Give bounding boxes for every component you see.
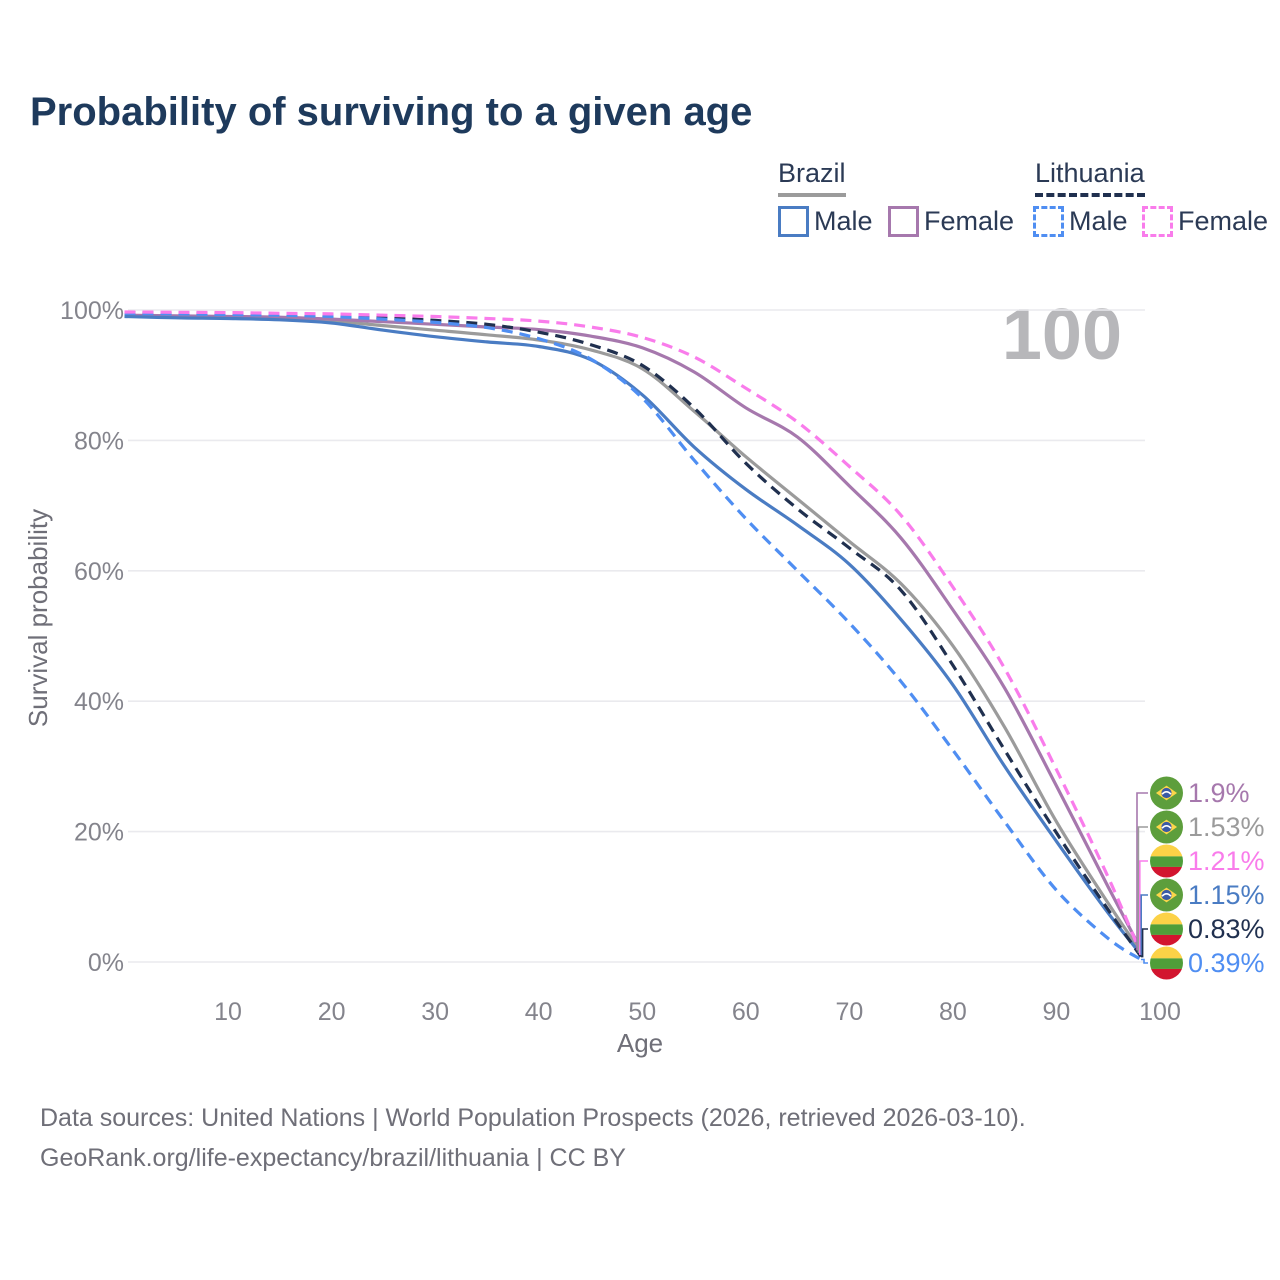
legend-item-lithuania-male: Male bbox=[1033, 206, 1128, 237]
y-tick-0: 0% bbox=[88, 949, 124, 977]
legend-underline-lithuania bbox=[1035, 193, 1145, 197]
x-axis-title: Age bbox=[617, 1028, 663, 1058]
lithuania-flag-red bbox=[1150, 866, 1183, 878]
x-tick-60: 60 bbox=[732, 998, 760, 1026]
legend-label: Male bbox=[1069, 206, 1128, 236]
x-tick-70: 70 bbox=[835, 998, 863, 1026]
lithuania-flag-red bbox=[1150, 934, 1183, 946]
end-label-lithuania-female: 1.21% bbox=[1150, 844, 1265, 878]
lithuania-flag-yellow bbox=[1150, 912, 1183, 925]
brazil-female-swatch bbox=[888, 206, 919, 237]
watermark-100: 100 bbox=[1001, 295, 1122, 375]
legend-item-lithuania-female: Female bbox=[1142, 206, 1268, 237]
x-tick-80: 80 bbox=[939, 998, 967, 1026]
x-tick-90: 90 bbox=[1043, 998, 1071, 1026]
end-label-value: 0.83% bbox=[1188, 914, 1265, 944]
series-line-lithuania-female bbox=[124, 310, 1143, 955]
legend-item-brazil-male: Male bbox=[778, 206, 873, 237]
x-tick-100: 100 bbox=[1139, 998, 1181, 1026]
lithuania-female-swatch bbox=[1142, 206, 1173, 237]
end-label-connector-lithuania-total bbox=[1141, 928, 1148, 958]
end-label-brazil-total: 1.53% bbox=[1150, 810, 1265, 844]
end-label-lithuania-total: 0.83% bbox=[1150, 912, 1265, 946]
legend-group-lithuania: Lithuania bbox=[1035, 158, 1145, 188]
brazil-flag-band bbox=[1161, 824, 1172, 829]
lithuania-flag-icon bbox=[1150, 844, 1183, 878]
end-label-brazil-female: 1.9% bbox=[1150, 776, 1250, 810]
brazil-flag-band bbox=[1161, 790, 1172, 795]
footer-attribution: GeoRank.org/life-expectancy/brazil/lithu… bbox=[40, 1144, 626, 1172]
brazil-male-swatch bbox=[778, 206, 809, 237]
lithuania-flag-green bbox=[1150, 958, 1183, 969]
end-label-value: 1.53% bbox=[1188, 812, 1265, 842]
y-axis-title: Survival probability bbox=[23, 509, 53, 727]
lithuania-flag-icon bbox=[1150, 946, 1183, 980]
legend-underline-brazil bbox=[778, 193, 846, 197]
y-tick-80: 80% bbox=[74, 427, 124, 455]
legend-label: Female bbox=[924, 206, 1015, 236]
brazil-flag-band bbox=[1161, 892, 1172, 897]
y-tick-40: 40% bbox=[74, 688, 124, 716]
series-line-brazil-total bbox=[124, 314, 1143, 953]
x-tick-20: 20 bbox=[318, 998, 346, 1026]
series-line-lithuania-male bbox=[124, 311, 1142, 961]
end-label-brazil-male: 1.15% bbox=[1150, 878, 1265, 912]
series-line-brazil-male bbox=[124, 314, 1143, 956]
end-label-connector-brazil-male bbox=[1140, 894, 1148, 956]
legend-item-brazil-female: Female bbox=[888, 206, 1014, 237]
footer-data-sources: Data sources: United Nations | World Pop… bbox=[40, 1104, 1026, 1132]
end-label-value: 0.39% bbox=[1188, 948, 1265, 978]
y-tick-60: 60% bbox=[74, 558, 124, 586]
page-title: Probability of surviving to a given age bbox=[30, 90, 753, 134]
lithuania-flag-icon bbox=[1150, 912, 1183, 946]
legend-label: Female bbox=[1178, 206, 1269, 236]
gridlines bbox=[128, 309, 1145, 963]
series-line-lithuania-total bbox=[124, 311, 1143, 958]
y-tick-20: 20% bbox=[74, 819, 124, 847]
x-tick-40: 40 bbox=[525, 998, 553, 1026]
lithuania-flag-green bbox=[1150, 856, 1183, 867]
end-label-value: 1.21% bbox=[1188, 846, 1265, 876]
brazil-flag-globe bbox=[1161, 787, 1172, 799]
end-label-value: 1.9% bbox=[1188, 778, 1250, 808]
x-tick-50: 50 bbox=[628, 998, 656, 1026]
x-tick-30: 30 bbox=[421, 998, 449, 1026]
lithuania-flag-yellow bbox=[1150, 946, 1183, 959]
lithuania-flag-yellow bbox=[1150, 844, 1183, 857]
end-label-connector-lithuania-male bbox=[1141, 958, 1148, 964]
brazil-flag-globe bbox=[1161, 889, 1172, 901]
y-tick-100: 100% bbox=[60, 297, 124, 325]
series-line-brazil-female bbox=[124, 313, 1143, 951]
lithuania-flag-red bbox=[1150, 968, 1183, 980]
x-tick-10: 10 bbox=[214, 998, 242, 1026]
lithuania-flag-green bbox=[1150, 924, 1183, 935]
end-label-lithuania-male: 0.39% bbox=[1150, 946, 1265, 980]
legend-group-brazil: Brazil bbox=[778, 158, 846, 188]
legend-label: Male bbox=[814, 206, 873, 236]
brazil-flag-globe bbox=[1161, 821, 1172, 833]
end-label-value: 1.15% bbox=[1188, 880, 1265, 910]
lithuania-male-swatch bbox=[1033, 206, 1064, 237]
